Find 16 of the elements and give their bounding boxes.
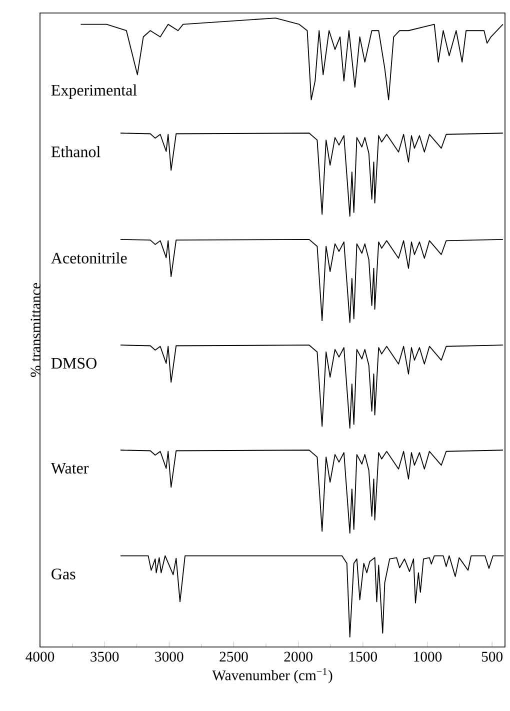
y-axis-title: % transmittance	[30, 283, 41, 377]
x-tick-label: 2000	[284, 652, 312, 662]
series-label: Acetonitrile	[51, 252, 127, 264]
x-axis-title: Wavenumber (cm$^{−1}$)	[212, 668, 332, 684]
x-tick-label: 2500	[220, 652, 248, 662]
x-tick-label: 4000	[26, 652, 54, 662]
x-tick-label: 3500	[90, 652, 119, 662]
x-tick-label: 500	[482, 652, 503, 662]
x-tick-label: 1000	[414, 652, 442, 662]
text: Gas	[52, 568, 76, 580]
text: Water	[50, 462, 89, 474]
series-label: Experimental	[51, 84, 137, 99]
x-tick-label: 1500	[350, 652, 378, 662]
series-label: Ethanol	[51, 146, 100, 158]
series-label: DMSO	[51, 358, 96, 369]
x-tick-label: 3000	[155, 652, 184, 662]
